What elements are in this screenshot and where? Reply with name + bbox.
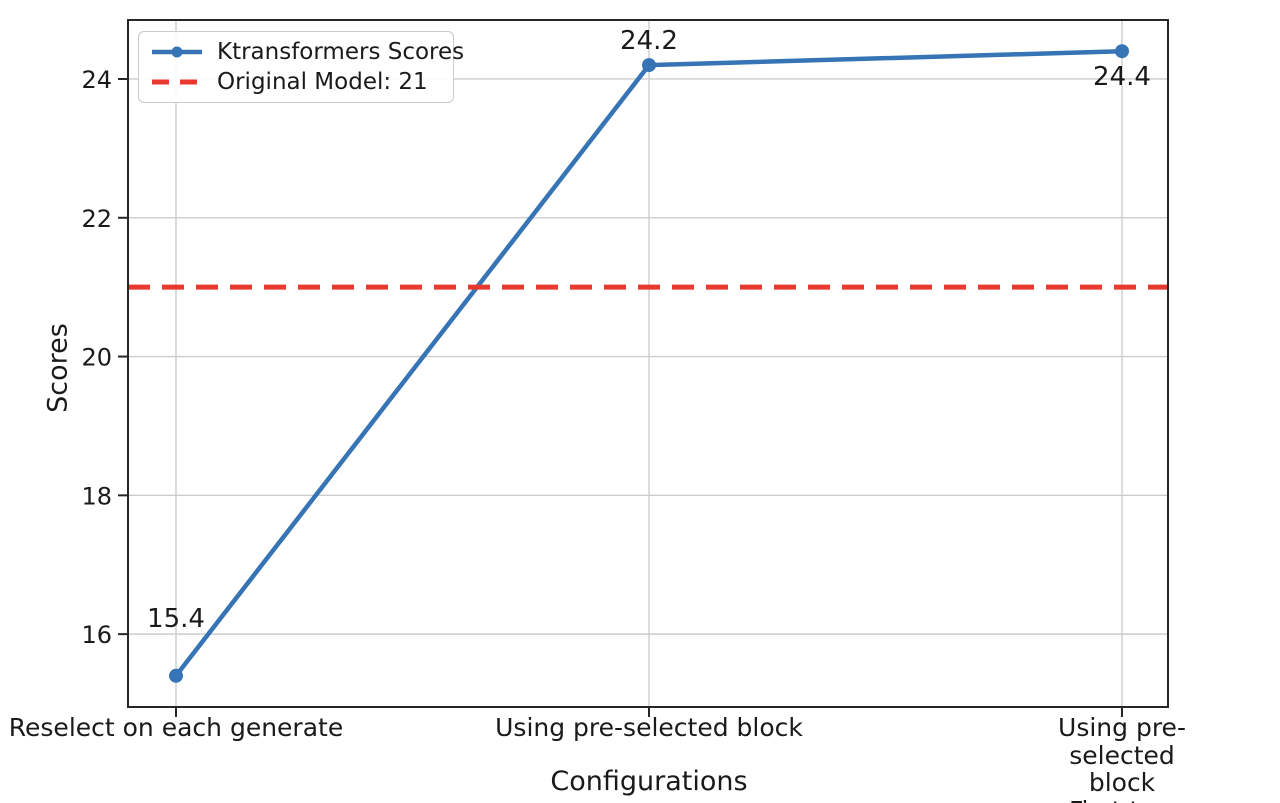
data-point-label: 24.2 [620, 26, 678, 56]
x-axis-label: Configurations [550, 766, 748, 797]
axes-frame [127, 19, 1169, 708]
legend-item-reference: Original Model: 21 [151, 69, 441, 95]
y-tick-label: 24 [81, 66, 112, 94]
y-axis-label: Scores [42, 323, 74, 413]
legend-reference-label: Original Model: 21 [217, 68, 428, 95]
x-tick-label: Using pre-selected block [495, 713, 803, 742]
y-tick-label: 22 [81, 205, 112, 233]
y-tick-label: 16 [81, 621, 112, 649]
x-tick-label: Using pre-selected block First two layer… [1058, 713, 1186, 803]
x-tick-label: Reselect on each generate [8, 713, 344, 742]
data-point-marker [1115, 44, 1129, 59]
data-point-label: 15.4 [147, 604, 205, 634]
data-point-marker [642, 58, 656, 73]
legend-dashed-line-icon [152, 79, 202, 85]
y-tick-label: 18 [81, 482, 112, 510]
data-point-marker [169, 668, 183, 683]
y-tick-label: 20 [81, 344, 112, 372]
legend-line-marker-icon [152, 46, 202, 58]
legend-item-series: Ktransformers Scores [151, 39, 464, 65]
data-point-label: 24.4 [1093, 62, 1151, 92]
legend-series-label: Ktransformers Scores [217, 39, 465, 66]
legend: Ktransformers Scores Original Model: 21 [138, 31, 464, 103]
